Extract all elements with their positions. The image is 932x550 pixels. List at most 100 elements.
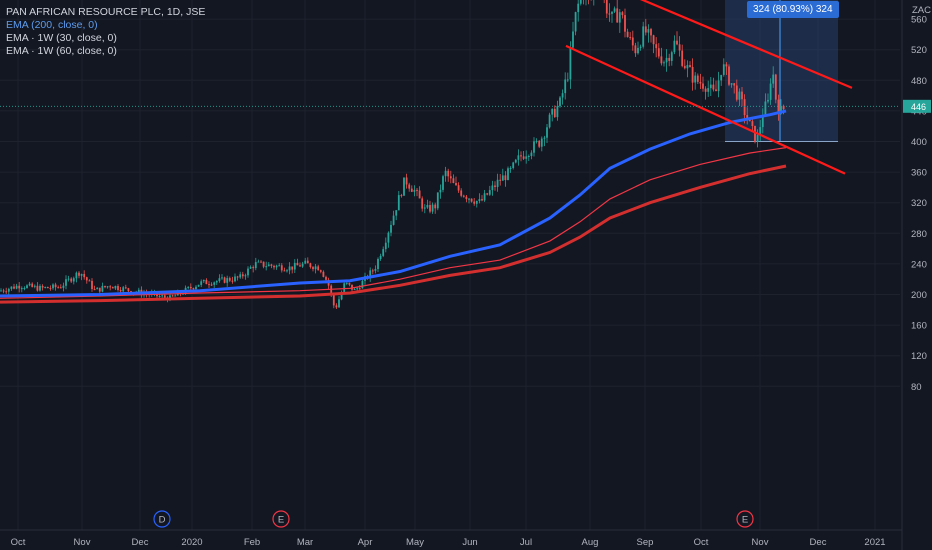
price-tick-label: 200 [911, 290, 927, 301]
price-tick-label: 240 [911, 259, 927, 270]
candle-body [205, 279, 208, 285]
candle-body [707, 88, 710, 92]
candle-body [377, 259, 379, 269]
candle-body [75, 272, 78, 279]
candle-body [283, 270, 286, 272]
candle-body [668, 57, 671, 61]
time-tick-label: 2020 [181, 537, 202, 548]
candle-body [299, 265, 301, 267]
candle-body [83, 274, 86, 278]
candle-body [689, 65, 691, 67]
candle-body [332, 294, 335, 306]
candle-body [236, 276, 239, 278]
candle-body [436, 192, 439, 209]
time-axis[interactable]: Oct Nov Dec 2020 Feb Mar Apr May Jun Jul Aug Sep Oct… [0, 529, 902, 548]
candle-body [5, 291, 8, 293]
candle-body [553, 108, 556, 117]
candle-body [434, 204, 437, 209]
candle-body [387, 232, 390, 243]
candle-body [44, 287, 47, 288]
channel-lower-line [565, 44, 846, 175]
candle-body [338, 299, 340, 308]
candle-body [738, 91, 741, 100]
candle-body [137, 289, 140, 293]
candle-body [306, 260, 309, 264]
candle-body [657, 48, 660, 57]
candle-body [46, 287, 49, 289]
candle-body [574, 12, 577, 32]
candle-body [106, 286, 109, 288]
candle-body [621, 12, 624, 16]
candle-body [686, 65, 689, 69]
candle-body [535, 140, 538, 142]
candle-body [189, 286, 192, 289]
candle-body [548, 114, 551, 128]
candle-body [644, 26, 647, 33]
candle-body [28, 283, 31, 286]
candle-body [241, 274, 244, 277]
event-marker-circle [736, 510, 754, 528]
candle-body [452, 178, 455, 183]
candle-body [234, 276, 236, 282]
ema-lines [0, 109, 787, 304]
candle-body [470, 198, 473, 202]
chart-legend: PAN AFRICAN RESOURCE PLC, 1D, JSE EMA (2… [6, 6, 205, 58]
channel-lines[interactable] [565, 0, 853, 175]
time-tick-label: Nov [752, 537, 769, 548]
candle-body [18, 285, 21, 289]
candle-body [291, 266, 294, 270]
candle-body [267, 264, 270, 267]
time-tick-label: Oct [11, 537, 26, 548]
time-tick-label: Dec [132, 537, 149, 548]
candle-body [262, 261, 265, 267]
time-tick-label: Jun [462, 537, 477, 548]
candle-body [756, 135, 759, 142]
candle-body [218, 278, 221, 282]
candle-body [717, 80, 720, 92]
candle-body [49, 288, 52, 290]
candle-body [514, 159, 517, 163]
candle-body [663, 62, 665, 64]
legend-ema200[interactable]: EMA (200, close, 0) [6, 19, 98, 31]
candle-body [390, 224, 392, 233]
candle-body [735, 85, 738, 100]
candle-body [371, 270, 374, 272]
price-tick-label: 320 [911, 198, 927, 209]
currency-label: ZAC [912, 5, 931, 16]
candle-body [254, 262, 257, 269]
candle-body [39, 285, 41, 291]
candle-body [694, 75, 697, 83]
candle-body [119, 290, 122, 292]
candle-body [699, 82, 702, 84]
candle-body [62, 285, 65, 288]
candle-body [296, 262, 299, 266]
candle-body [98, 287, 101, 292]
candle-body [499, 179, 502, 181]
legend-ema30w[interactable]: EMA · 1W (30, close, 0) [6, 32, 117, 44]
candle-body [579, 0, 582, 4]
candle-body [13, 286, 15, 289]
candle-body [507, 168, 509, 180]
candle-body [319, 270, 322, 272]
candle-body [312, 267, 314, 270]
candle-body [543, 137, 546, 139]
legend-ema60w[interactable]: EMA · 1W (60, close, 0) [6, 45, 117, 57]
price-tick-label: 160 [911, 321, 927, 332]
price-axis[interactable]: ZAC8012016020024028032036040044048052056… [901, 0, 932, 550]
ema60w-line [0, 164, 787, 304]
candle-body [517, 155, 520, 160]
candle-body [626, 31, 629, 38]
candle-body [322, 271, 325, 277]
candle-body [345, 282, 348, 284]
candle-body [457, 185, 460, 191]
candle-body [91, 280, 93, 289]
candle-body [330, 285, 333, 295]
legend-title[interactable]: PAN AFRICAN RESOURCE PLC, 1D, JSE [6, 6, 206, 18]
candle-body [660, 56, 663, 64]
candle-body [96, 287, 99, 290]
time-tick-label: Mar [297, 537, 313, 548]
current-price-label: 446 [911, 102, 926, 112]
measure-box[interactable] [725, 0, 838, 142]
candle-body [564, 79, 567, 94]
